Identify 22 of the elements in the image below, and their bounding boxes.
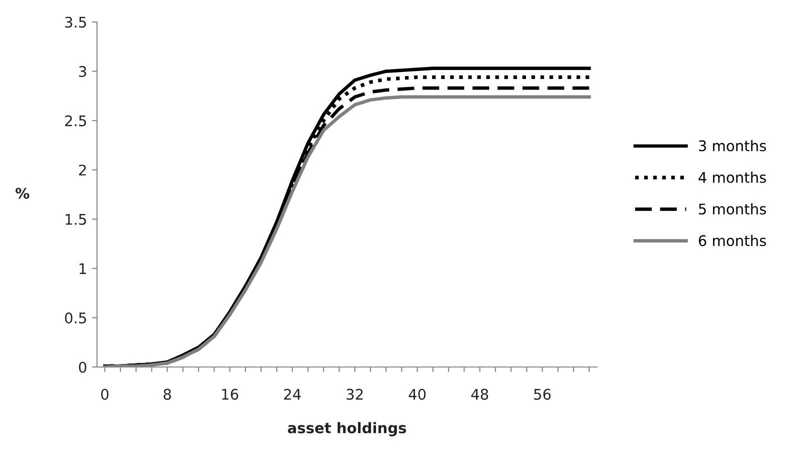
y-tick-label: 0.5 <box>65 312 86 324</box>
y-tick-label: 1 <box>80 263 86 274</box>
x-tick-label: 0 <box>101 388 108 400</box>
x-axis-title: asset holdings <box>288 422 406 436</box>
x-tick-label: 24 <box>284 388 301 400</box>
legend-label: 3 months <box>698 140 766 152</box>
y-tick-label: 2 <box>79 164 86 176</box>
legend-label: 4 months <box>698 172 766 183</box>
x-tick-label: 32 <box>346 388 363 400</box>
x-tick-label: 40 <box>408 388 426 400</box>
y-tick-label: 1.5 <box>66 214 86 225</box>
x-tick-label: 56 <box>534 388 551 400</box>
x-tick-label: 48 <box>471 388 488 400</box>
x-tick-label: 16 <box>222 388 238 400</box>
y-tick-label: 2.5 <box>65 115 86 126</box>
y-axis-title: % <box>16 188 30 199</box>
y-tick-label: 0 <box>78 362 86 373</box>
y-tick-label: 3 <box>79 66 86 78</box>
legend-label: 6 months <box>698 234 766 246</box>
x-tick-label: 8 <box>164 388 171 400</box>
legend-label: 5 months <box>698 203 766 215</box>
y-tick-label: 3.5 <box>65 16 86 28</box>
